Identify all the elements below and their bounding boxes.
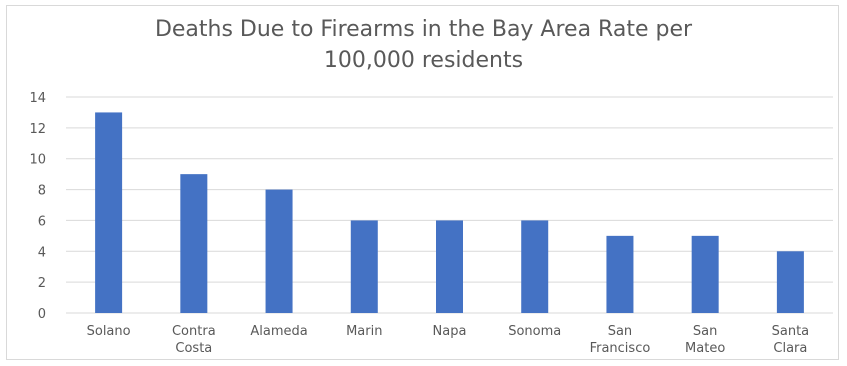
x-tick-label-line: Sonoma — [508, 324, 561, 339]
x-tick-label-line: San — [608, 324, 632, 339]
bar — [180, 174, 208, 313]
x-tick-label: San Mateo — [685, 324, 725, 356]
x-tick-label-line: Costa — [175, 341, 212, 356]
bar — [436, 220, 463, 313]
x-tick-label: Alameda — [250, 324, 307, 339]
chart-title-line-2: 100,000 residents — [323, 48, 524, 73]
x-tick-label-line: San — [693, 324, 717, 339]
y-tick-label: 14 — [29, 91, 46, 106]
bar — [776, 251, 804, 313]
x-tick-label: Contra Costa — [172, 324, 216, 356]
x-tick-label-line: Contra — [172, 324, 216, 339]
x-tick-label-line: Mateo — [685, 341, 725, 356]
y-tick-label: 0 — [38, 307, 46, 322]
x-tick-label-line: Francisco — [590, 341, 651, 356]
x-tick-label-line: Alameda — [250, 324, 307, 339]
y-tick-label: 6 — [38, 214, 46, 229]
x-tick-label-line: Clara — [773, 341, 807, 356]
y-tick-label: 4 — [38, 245, 46, 260]
bar — [691, 235, 719, 313]
bar — [265, 189, 293, 313]
x-tick-label: Santa Clara — [772, 324, 810, 356]
y-tick-label: 10 — [29, 153, 46, 168]
bar — [350, 220, 378, 313]
bar — [521, 220, 549, 313]
chart-title-line-1: Deaths Due to Firearms in the Bay Area R… — [154, 17, 693, 42]
x-tick-label-line: Napa — [433, 324, 467, 339]
x-tick-label-line: Marin — [346, 324, 382, 339]
x-tick-label: Marin — [346, 324, 382, 339]
x-tick-label: Napa — [433, 324, 467, 339]
x-tick-label: Solano — [87, 324, 131, 339]
bar — [606, 235, 634, 313]
x-tick-label: Sonoma — [508, 324, 561, 339]
y-tick-label: 2 — [38, 276, 46, 291]
x-tick-label: San Francisco — [590, 324, 651, 356]
x-tick-label-line: Santa — [772, 324, 810, 339]
chart-title: Deaths Due to Firearms in the Bay Area R… — [0, 14, 847, 76]
y-tick-label: 12 — [29, 122, 46, 137]
y-tick-label: 8 — [38, 184, 46, 199]
bar — [95, 112, 123, 313]
x-tick-label-line: Solano — [87, 324, 131, 339]
